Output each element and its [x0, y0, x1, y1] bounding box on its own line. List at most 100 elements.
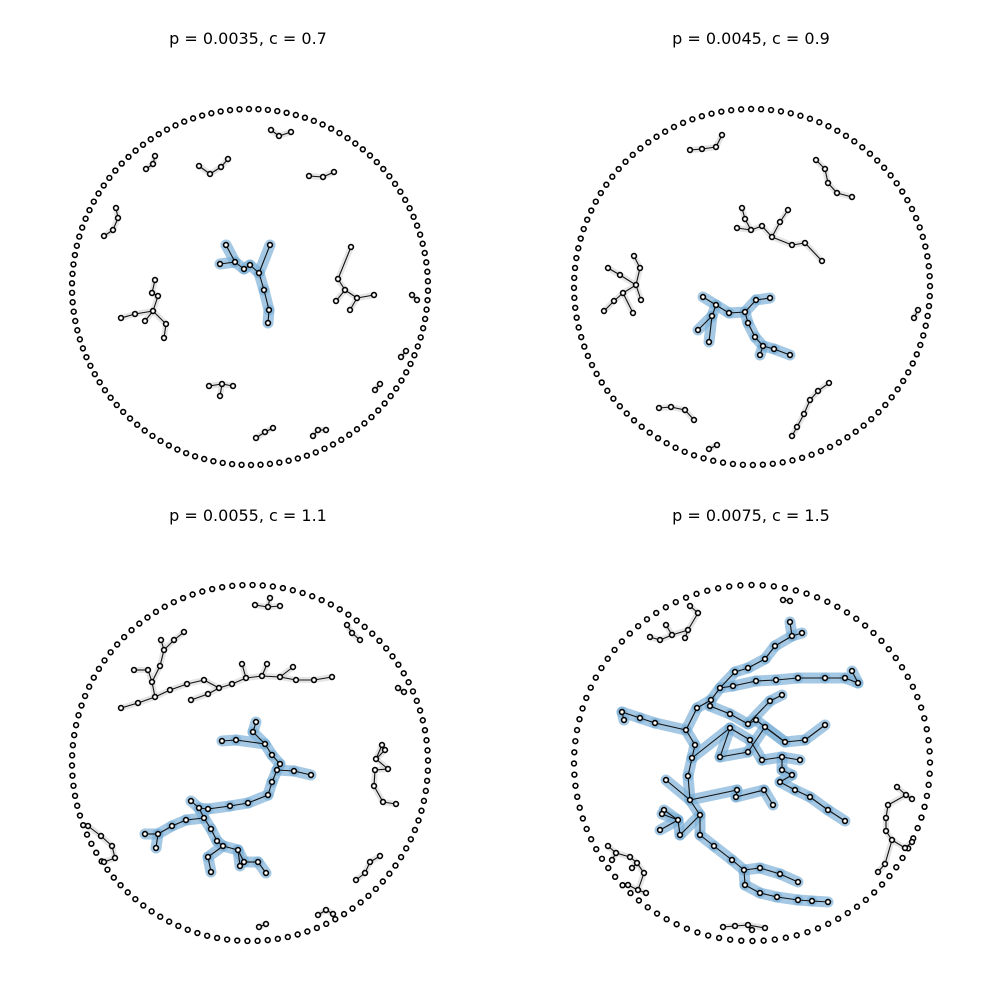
graph-node — [926, 282, 934, 290]
graph-node — [748, 926, 756, 934]
graph-node — [812, 156, 820, 164]
graph-node — [821, 165, 829, 173]
graph-node — [788, 241, 796, 249]
graph-node — [128, 626, 135, 634]
graph-node — [924, 312, 931, 320]
graph-node — [844, 434, 851, 441]
graph-node — [696, 831, 704, 839]
graph-node — [926, 272, 933, 280]
graph-node — [100, 182, 107, 189]
graph-node — [757, 106, 765, 113]
graph-node — [238, 461, 245, 469]
graph-node — [786, 597, 794, 605]
graph-node — [419, 717, 426, 724]
graph-edge — [747, 726, 766, 753]
graph-node — [570, 284, 578, 292]
graph-node — [289, 663, 297, 671]
graph-node — [240, 265, 248, 273]
graph-node — [224, 155, 232, 163]
graph-node — [744, 921, 752, 929]
graph-node — [100, 858, 108, 866]
graph-node — [165, 918, 173, 925]
graph-node — [766, 294, 774, 302]
graph-node — [841, 674, 849, 682]
graph-node — [716, 684, 724, 692]
graph-node — [365, 892, 372, 900]
graph-node — [683, 925, 691, 932]
graph-node — [744, 664, 752, 672]
graph-node — [349, 905, 356, 912]
graph-node — [376, 380, 384, 388]
graph-node — [627, 889, 634, 897]
graph-node — [323, 920, 330, 928]
graph-edge — [687, 775, 691, 801]
graph-node — [252, 718, 260, 726]
graph-node — [74, 327, 81, 334]
graph-node — [592, 674, 599, 681]
graph-edge — [709, 705, 731, 715]
graph-node — [234, 846, 242, 854]
graph-node — [784, 206, 792, 214]
graph-node — [814, 925, 822, 932]
graph-node — [387, 392, 394, 400]
graph-node — [257, 461, 264, 468]
graph-edge — [887, 794, 907, 806]
graph-node — [615, 165, 622, 173]
graph-node — [100, 232, 108, 240]
graph-node — [125, 153, 132, 161]
graph-edge — [225, 244, 236, 263]
graph-node — [424, 757, 432, 764]
graph-node — [319, 121, 326, 128]
graph-node — [273, 766, 281, 774]
graph-edge — [685, 707, 698, 731]
graph-node — [409, 688, 417, 695]
graph-node — [909, 360, 916, 367]
graph-node — [899, 188, 906, 195]
graph-node — [72, 317, 79, 325]
graph-node — [572, 782, 579, 789]
graph-node — [141, 830, 149, 838]
graph-node — [841, 817, 849, 825]
graph-edge — [884, 839, 893, 865]
graph-node — [898, 664, 906, 671]
graph-node — [626, 630, 634, 637]
graph-node — [309, 593, 316, 600]
component-highlights — [601, 132, 921, 452]
graph-node — [604, 655, 611, 662]
graph-node — [749, 461, 757, 469]
graph-node — [268, 778, 276, 786]
graph-node — [718, 131, 726, 139]
graph-node — [361, 869, 369, 877]
graph-node — [157, 636, 165, 644]
graph-node — [572, 304, 579, 311]
graph-node — [70, 308, 77, 315]
graph-node — [218, 583, 226, 591]
graph-node — [860, 422, 867, 429]
graph-node — [776, 218, 784, 226]
graph-edge — [263, 289, 270, 311]
graph-node — [423, 777, 431, 784]
graph-node — [244, 937, 251, 945]
graph-node — [662, 776, 670, 784]
graph-node — [682, 726, 690, 734]
graph-node — [232, 736, 240, 744]
graph-node — [70, 261, 77, 268]
graph-node — [207, 825, 215, 833]
graph-node — [189, 591, 196, 598]
graph-node — [779, 596, 787, 604]
graph-node — [68, 289, 76, 296]
graph-node — [781, 738, 789, 746]
graph-node — [804, 928, 811, 936]
graph-node — [792, 587, 800, 594]
graph-node — [756, 864, 764, 872]
graph-node — [628, 864, 636, 872]
graph-node — [710, 842, 718, 850]
graph-node — [152, 844, 160, 852]
graph-node — [310, 117, 318, 125]
graph-edge — [732, 680, 757, 687]
graph-node — [242, 674, 250, 682]
graph-node — [183, 680, 191, 688]
graph-node — [788, 432, 796, 440]
graph-node — [618, 708, 626, 716]
graph-node — [424, 268, 431, 275]
